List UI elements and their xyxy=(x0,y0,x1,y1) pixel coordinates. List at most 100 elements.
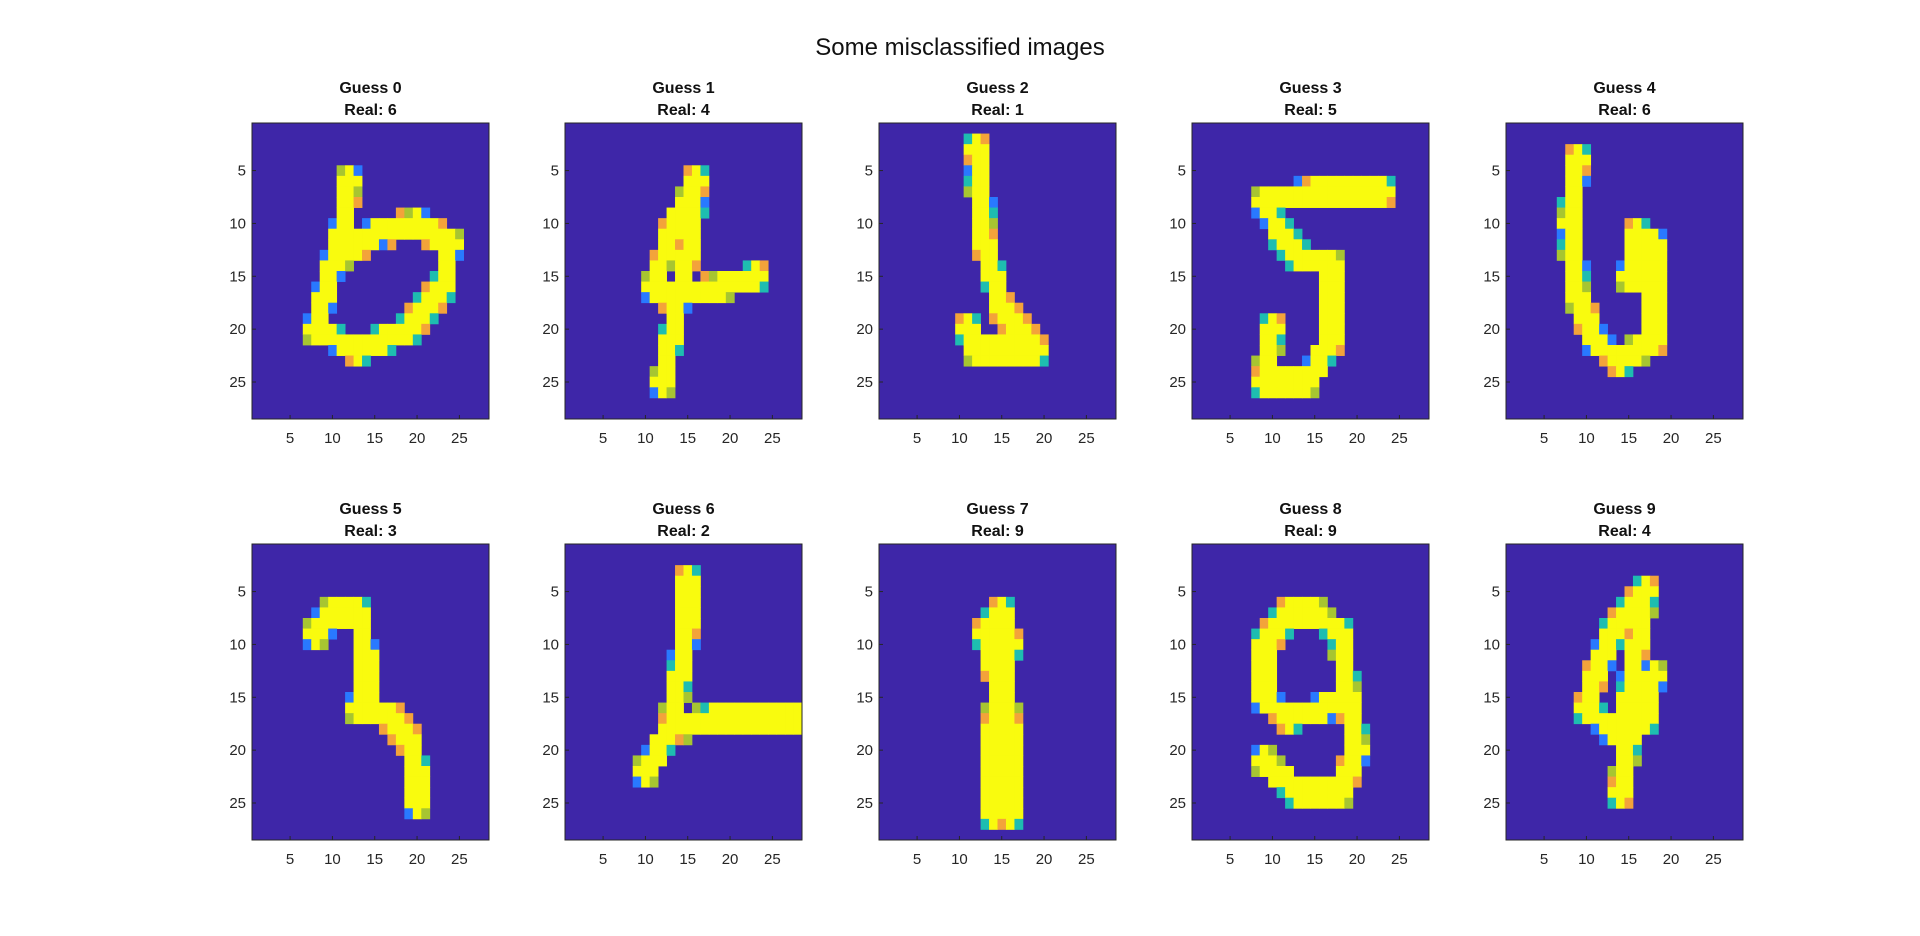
pixel xyxy=(1318,366,1328,378)
pixel xyxy=(1310,797,1320,809)
subplot-title-guess: Guess 2 xyxy=(966,80,1028,97)
pixel xyxy=(1352,681,1362,693)
pixel xyxy=(1259,681,1269,693)
pixel xyxy=(1632,575,1642,587)
pixel xyxy=(972,133,981,145)
pixel xyxy=(1352,776,1362,788)
pixel xyxy=(1624,787,1634,799)
pixel xyxy=(1590,302,1600,314)
pixel xyxy=(1616,713,1625,725)
pixel xyxy=(1293,787,1303,799)
pixel xyxy=(1607,776,1617,788)
pixel xyxy=(666,649,676,661)
pixel xyxy=(751,702,761,714)
pixel xyxy=(412,323,422,335)
pixel xyxy=(1607,797,1617,809)
pixel xyxy=(980,670,990,682)
pixel xyxy=(1005,734,1015,746)
pixel xyxy=(429,271,439,282)
pixel xyxy=(1632,660,1642,672)
subplot-title-real: Real: 4 xyxy=(657,102,710,119)
pixel xyxy=(1005,713,1015,725)
pixel xyxy=(328,281,338,293)
pixel xyxy=(1641,249,1651,261)
pixel xyxy=(1624,366,1634,378)
pixel xyxy=(378,345,388,356)
pixel xyxy=(725,702,735,714)
pixel xyxy=(1616,692,1625,703)
pixel xyxy=(1573,186,1583,198)
pixel xyxy=(1649,292,1659,304)
pixel xyxy=(1632,649,1642,661)
pixel xyxy=(1352,175,1362,187)
pixel xyxy=(1310,776,1320,788)
pixel xyxy=(1005,345,1015,356)
pixel xyxy=(683,165,693,177)
pixel xyxy=(1386,197,1396,208)
x-tick-label: 20 xyxy=(1663,430,1680,447)
pixel xyxy=(683,302,693,314)
pixel xyxy=(1361,734,1371,746)
pixel xyxy=(345,175,354,187)
pixel xyxy=(1344,776,1354,788)
pixel xyxy=(708,281,718,293)
pixel xyxy=(1276,596,1286,608)
pixel xyxy=(725,292,735,304)
pixel xyxy=(658,260,667,272)
pixel xyxy=(336,218,346,230)
pixel xyxy=(691,723,701,735)
pixel xyxy=(455,249,464,261)
pixel xyxy=(1251,639,1261,651)
pixel xyxy=(1361,175,1371,187)
pixel xyxy=(997,649,1007,661)
pixel xyxy=(1285,702,1294,714)
pixel xyxy=(1318,628,1328,640)
pixel xyxy=(683,649,693,661)
pixel xyxy=(675,292,684,304)
pixel xyxy=(980,175,990,187)
pixel xyxy=(1632,355,1642,367)
pixel xyxy=(1335,776,1345,788)
pixel xyxy=(675,660,684,672)
pixel xyxy=(980,144,990,156)
pixel xyxy=(675,734,684,746)
pixel xyxy=(353,681,363,693)
pixel xyxy=(1276,387,1286,399)
pixel xyxy=(1005,808,1015,820)
pixel xyxy=(989,723,998,735)
pixel xyxy=(1641,628,1651,640)
pixel xyxy=(997,260,1007,272)
pixel xyxy=(658,218,667,230)
pixel xyxy=(1335,702,1345,714)
pixel xyxy=(1582,302,1592,314)
pixel xyxy=(1268,618,1278,629)
pixel xyxy=(370,218,380,230)
pixel xyxy=(641,292,651,304)
pixel xyxy=(1005,323,1015,335)
pixel xyxy=(1658,660,1668,672)
pixel xyxy=(683,607,693,619)
y-tick-label: 20 xyxy=(1483,321,1500,338)
pixel xyxy=(1582,345,1592,356)
pixel xyxy=(1276,639,1286,651)
subplot-4: Guess 4 Real: 6 5 5 10 10 15 15 20 20 25 25 xyxy=(1483,80,1744,447)
pixel xyxy=(1344,723,1354,735)
pixel xyxy=(675,260,684,272)
pixel xyxy=(666,660,676,672)
pixel xyxy=(1607,639,1617,651)
pixel xyxy=(1344,734,1354,746)
pixel xyxy=(1293,596,1303,608)
pixel xyxy=(997,755,1007,767)
pixel xyxy=(972,239,981,251)
digit-pixels xyxy=(632,565,803,788)
x-tick-label: 25 xyxy=(1705,430,1722,447)
pixel xyxy=(1031,323,1041,335)
pixel xyxy=(395,228,405,240)
pixel xyxy=(1335,670,1345,682)
pixel xyxy=(1327,628,1337,640)
x-tick-label: 25 xyxy=(1391,851,1408,868)
pixel xyxy=(1268,649,1278,661)
pixel xyxy=(1624,607,1634,619)
pixel xyxy=(404,808,414,820)
pixel xyxy=(328,292,338,304)
